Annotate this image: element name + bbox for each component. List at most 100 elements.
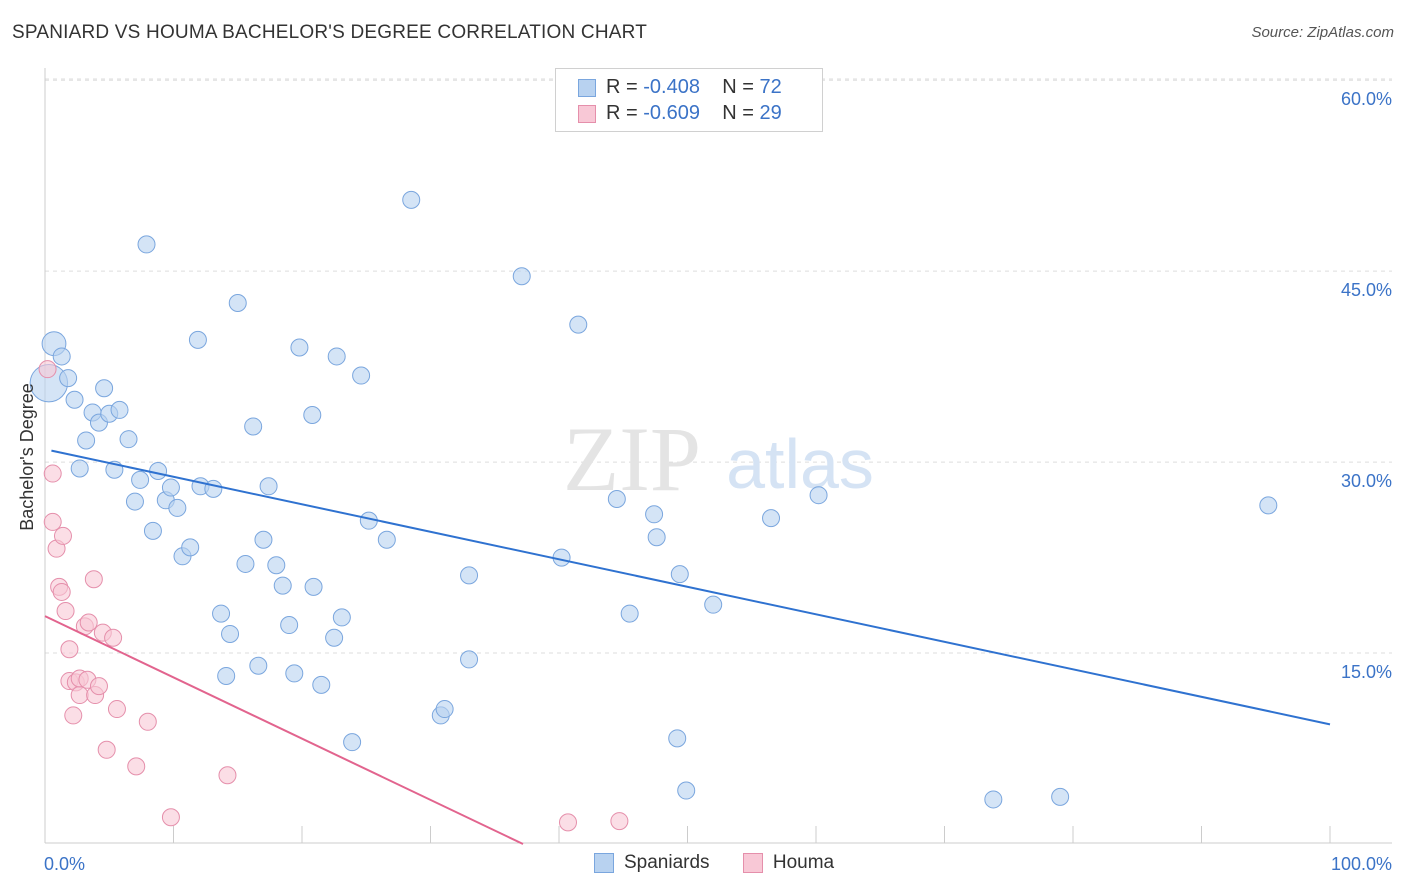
y-tick-label: 30.0%	[1341, 471, 1392, 491]
spaniards-trend-line	[51, 449, 1331, 726]
y-tick-label: 60.0%	[1341, 89, 1392, 109]
spaniards-point	[259, 477, 278, 496]
spaniards-point	[228, 293, 247, 312]
spaniards-point	[607, 490, 626, 509]
houma-point	[161, 808, 180, 827]
houma-swatch	[578, 104, 596, 123]
axis-labels: 15.0% 30.0% 45.0% 60.0% 0.0% 100.0% Bachelor's…	[17, 89, 1392, 874]
spaniards-point	[312, 675, 331, 694]
houma-point	[104, 628, 123, 647]
spaniards-point	[181, 538, 200, 557]
y-tick-label: 15.0%	[1341, 662, 1392, 682]
spaniards-point	[204, 479, 223, 498]
spaniards-point	[131, 470, 150, 489]
x-tick-label: 100.0%	[1331, 854, 1392, 874]
spaniards-point	[52, 347, 71, 366]
spaniards-point	[137, 235, 156, 254]
spaniards-point	[280, 616, 299, 635]
chart-source: Source: ZipAtlas.com	[1251, 24, 1394, 41]
spaniards-point	[668, 729, 687, 748]
spaniards-point	[645, 505, 664, 524]
houma-point	[218, 766, 237, 785]
houma-point	[52, 582, 71, 601]
spaniards-point	[762, 509, 781, 528]
houma-point	[610, 812, 629, 831]
houma-point	[64, 706, 83, 725]
spaniards-point	[59, 369, 78, 388]
series-legend: Spaniards Houma	[594, 852, 862, 874]
houma-swatch	[742, 852, 763, 873]
spaniards-point	[1259, 496, 1278, 515]
spaniards-point	[273, 576, 292, 595]
spaniards-points	[29, 190, 1278, 809]
spaniards-point	[217, 666, 236, 685]
spaniards-point	[352, 366, 371, 385]
houma-point	[84, 570, 103, 589]
spaniards-point	[244, 417, 263, 436]
spaniards-point	[285, 664, 304, 683]
r-value: -0.408	[643, 76, 700, 98]
legend-row-spaniards: R = -0.408 N = 72	[578, 76, 782, 100]
spaniards-point	[65, 390, 84, 409]
y-tick-label: 45.0%	[1341, 280, 1392, 300]
houma-point	[53, 526, 72, 545]
legend-label-houma: Houma	[772, 852, 835, 873]
legend-item-spaniards[interactable]: Spaniards	[594, 852, 710, 874]
spaniards-point	[221, 624, 240, 643]
n-value: 72	[759, 76, 782, 98]
houma-point	[56, 602, 75, 621]
spaniards-point	[377, 530, 396, 549]
spaniards-point	[125, 492, 144, 511]
spaniards-point	[212, 604, 231, 623]
spaniards-point	[304, 577, 323, 596]
houma-point	[43, 464, 62, 483]
spaniards-point	[119, 430, 138, 449]
spaniards-swatch	[594, 852, 614, 873]
axes	[44, 68, 1392, 844]
houma-point	[70, 686, 89, 705]
spaniards-point	[1051, 787, 1070, 806]
spaniards-point	[188, 330, 207, 349]
spaniards-point	[327, 347, 346, 366]
houma-point	[558, 813, 577, 832]
houma-point	[43, 512, 62, 531]
houma-point	[97, 740, 116, 759]
spaniards-point	[249, 656, 268, 675]
spaniards-point	[620, 604, 639, 623]
spaniards-point	[325, 628, 344, 647]
houma-point	[107, 700, 126, 719]
spaniards-point	[460, 650, 479, 669]
watermark-zip: ZIP	[563, 408, 701, 510]
spaniards-point	[343, 733, 362, 752]
spaniards-point	[402, 190, 421, 209]
r-label: R =	[606, 102, 638, 124]
y-axis-title: Bachelor's Degree	[17, 383, 37, 531]
houma-trend-line	[44, 615, 524, 845]
spaniards-point	[236, 554, 255, 573]
houma-point	[89, 677, 108, 696]
spaniards-point	[303, 405, 322, 424]
spaniards-point	[984, 790, 1003, 809]
spaniards-point	[435, 700, 454, 719]
spaniards-point	[267, 556, 286, 575]
spaniards-point	[332, 608, 351, 627]
houma-points	[38, 360, 629, 832]
spaniards-point	[460, 566, 479, 585]
spaniards-swatch	[578, 78, 596, 97]
legend-item-houma[interactable]: Houma	[742, 852, 835, 874]
n-value: 29	[759, 102, 782, 124]
spaniards-point	[168, 498, 187, 517]
x-tick-label: 0.0%	[44, 854, 85, 874]
watermark-atlas: atlas	[726, 425, 874, 503]
trend-lines	[44, 449, 1331, 845]
houma-point	[79, 613, 98, 632]
spaniards-point	[569, 315, 588, 334]
legend-label-spaniards: Spaniards	[624, 852, 710, 873]
spaniards-point	[809, 486, 828, 505]
n-label: N =	[722, 102, 754, 124]
r-label: R =	[606, 76, 638, 98]
spaniards-point	[512, 267, 531, 286]
houma-point	[138, 712, 157, 731]
chart-title: SPANIARD VS HOUMA BACHELOR'S DEGREE CORR…	[12, 22, 648, 43]
